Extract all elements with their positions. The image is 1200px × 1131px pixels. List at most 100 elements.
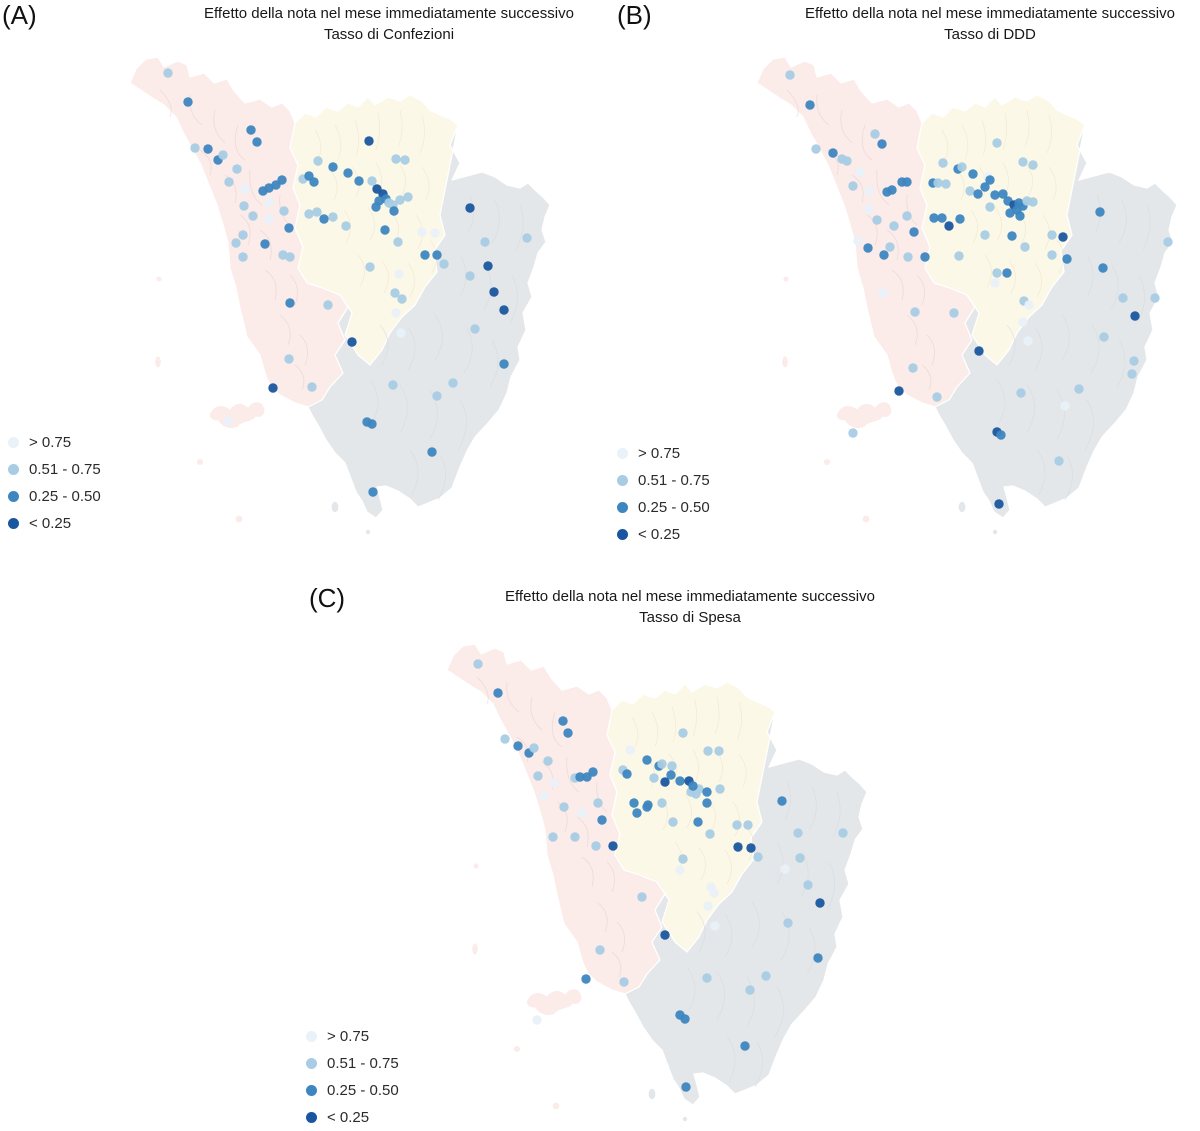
municipality-dot bbox=[279, 206, 289, 216]
municipality-dot bbox=[432, 250, 442, 260]
municipality-dot bbox=[1163, 237, 1173, 247]
municipality-dot bbox=[223, 416, 233, 426]
legend-swatch-icon bbox=[8, 437, 19, 448]
panel-title-a-line2: Tasso di Confezioni bbox=[323, 26, 455, 43]
municipality-dot bbox=[183, 97, 193, 107]
municipality-dot bbox=[805, 100, 815, 110]
municipality-dot bbox=[885, 242, 895, 252]
municipality-dot bbox=[632, 808, 642, 818]
municipality-dot bbox=[949, 308, 959, 318]
legend-label: < 0.25 bbox=[327, 1109, 370, 1126]
legend-swatch-icon bbox=[8, 518, 19, 529]
municipality-dot bbox=[500, 734, 510, 744]
municipality-dot bbox=[304, 209, 314, 219]
municipality-dot bbox=[593, 798, 603, 808]
municipality-dot bbox=[693, 817, 703, 827]
municipality-dot bbox=[811, 144, 821, 154]
municipality-dot bbox=[365, 262, 375, 272]
legend-label: > 0.75 bbox=[29, 434, 72, 451]
panel-title-c-line1: Effetto della nota nel mese immediatamen… bbox=[505, 588, 875, 605]
municipality-dot bbox=[470, 324, 480, 334]
municipality-dot bbox=[493, 688, 503, 698]
municipality-dot bbox=[932, 392, 942, 402]
municipality-dot bbox=[328, 212, 338, 222]
legend-item: 0.25 - 0.50 bbox=[617, 494, 710, 521]
municipality-dot bbox=[347, 337, 357, 347]
municipality-dot bbox=[828, 148, 838, 158]
municipality-dot bbox=[231, 238, 241, 248]
legend-label: 0.51 - 0.75 bbox=[327, 1055, 399, 1072]
municipality-dot bbox=[855, 167, 865, 177]
municipality-dot bbox=[364, 136, 374, 146]
legend-item: > 0.75 bbox=[8, 429, 101, 456]
municipality-dot bbox=[380, 225, 390, 235]
municipality-dot bbox=[1047, 250, 1057, 260]
legend-label: > 0.75 bbox=[638, 445, 681, 462]
municipality-dot bbox=[622, 769, 632, 779]
municipality-dot bbox=[394, 269, 404, 279]
municipality-dot bbox=[465, 203, 475, 213]
municipality-dot bbox=[955, 214, 965, 224]
municipality-dot bbox=[705, 829, 715, 839]
municipality-dot bbox=[1150, 293, 1160, 303]
municipality-dot bbox=[1060, 401, 1070, 411]
municipality-dot bbox=[1015, 211, 1025, 221]
municipality-dot bbox=[341, 221, 351, 231]
municipality-dot bbox=[795, 853, 805, 863]
dot-layer-c bbox=[473, 659, 848, 1092]
municipality-dot bbox=[1074, 384, 1084, 394]
municipality-dot bbox=[740, 1041, 750, 1051]
municipality-dot bbox=[753, 852, 763, 862]
municipality-dot bbox=[783, 918, 793, 928]
municipality-dot bbox=[864, 204, 874, 214]
municipality-dot bbox=[367, 419, 377, 429]
tuscany-map-panel-a bbox=[130, 56, 551, 535]
municipality-dot bbox=[864, 186, 874, 196]
municipality-dot bbox=[420, 250, 430, 260]
municipality-dot bbox=[703, 746, 713, 756]
municipality-dot bbox=[549, 778, 559, 788]
municipality-dot bbox=[910, 307, 920, 317]
municipality-dot bbox=[980, 230, 990, 240]
municipality-dot bbox=[902, 177, 912, 187]
municipality-dot bbox=[1005, 208, 1015, 218]
legend-item: > 0.75 bbox=[306, 1023, 399, 1050]
municipality-dot bbox=[543, 756, 553, 766]
municipality-dot bbox=[894, 386, 904, 396]
municipality-dot bbox=[218, 150, 228, 160]
panel-title-c-line2: Tasso di Spesa bbox=[639, 609, 741, 626]
municipality-dot bbox=[879, 250, 889, 260]
municipality-dot bbox=[427, 447, 437, 457]
municipality-dot bbox=[548, 832, 558, 842]
municipality-dot bbox=[877, 139, 887, 149]
municipality-dot bbox=[745, 985, 755, 995]
municipality-dot bbox=[944, 221, 954, 231]
municipality-dot bbox=[619, 977, 629, 987]
municipality-dot bbox=[994, 499, 1004, 509]
municipality-dot bbox=[312, 207, 322, 217]
panel-label-b: (B) bbox=[617, 0, 652, 30]
municipality-dot bbox=[1062, 254, 1072, 264]
legend-swatch-icon bbox=[617, 529, 628, 540]
panel-label-c: (C) bbox=[309, 583, 346, 613]
municipality-dot bbox=[887, 185, 897, 195]
panel-title-a: Effetto della nota nel mese immediatamen… bbox=[189, 3, 589, 45]
municipality-dot bbox=[558, 716, 568, 726]
legend-label: 0.25 - 0.50 bbox=[29, 488, 101, 505]
municipality-dot bbox=[417, 227, 427, 237]
municipality-dot bbox=[938, 158, 948, 168]
municipality-dot bbox=[309, 177, 319, 187]
panel-title-b-line1: Effetto della nota nel mese immediatamen… bbox=[805, 5, 1175, 22]
municipality-dot bbox=[473, 659, 483, 669]
municipality-dot bbox=[709, 888, 719, 898]
municipality-dot bbox=[714, 746, 724, 756]
municipality-dot bbox=[815, 898, 825, 908]
municipality-dot bbox=[973, 189, 983, 199]
legend-swatch-icon bbox=[617, 448, 628, 459]
municipality-dot bbox=[777, 796, 787, 806]
panel-title-b-line2: Tasso di DDD bbox=[944, 26, 1036, 43]
municipality-dot bbox=[1018, 157, 1028, 167]
legend-item: > 0.75 bbox=[617, 440, 710, 467]
municipality-dot bbox=[660, 930, 670, 940]
legend-label: > 0.75 bbox=[327, 1028, 370, 1045]
